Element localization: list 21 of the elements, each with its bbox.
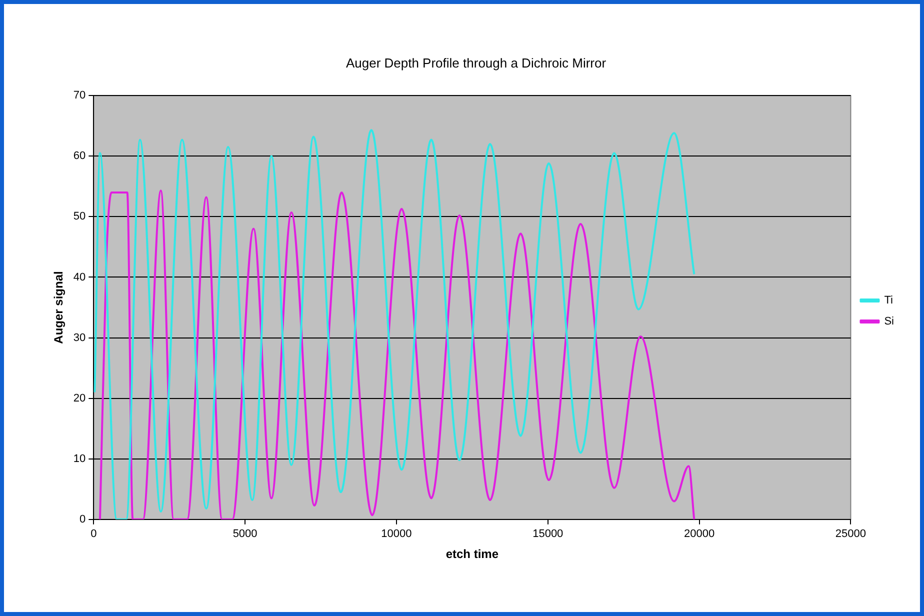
x-tick-label: 20000 (684, 528, 715, 540)
legend-label: Si (884, 316, 894, 328)
x-tick-label: 0 (90, 528, 97, 540)
x-tick-label: 25000 (835, 528, 866, 540)
y-axis-title: Auger signal (52, 271, 66, 344)
chart-title: Auger Depth Profile through a Dichroic Mirror (346, 55, 607, 70)
y-tick-label: 20 (73, 392, 86, 404)
line-series (94, 129, 696, 520)
y-tick-label: 60 (73, 150, 86, 162)
line-series (98, 190, 696, 520)
x-tick-label: 5000 (232, 528, 258, 540)
y-tick-label: 30 (73, 332, 86, 344)
y-tick-label: 0 (80, 513, 86, 526)
y-tick-label: 50 (73, 210, 86, 223)
y-tick-label: 70 (73, 90, 86, 102)
y-tick-label: 10 (73, 452, 86, 465)
x-axis-title: etch time (446, 547, 499, 562)
y-tick-label: 40 (73, 271, 86, 284)
x-tick-label: 10000 (381, 528, 412, 540)
legend-label: Ti (884, 294, 893, 307)
x-tick-label: 15000 (532, 528, 564, 540)
